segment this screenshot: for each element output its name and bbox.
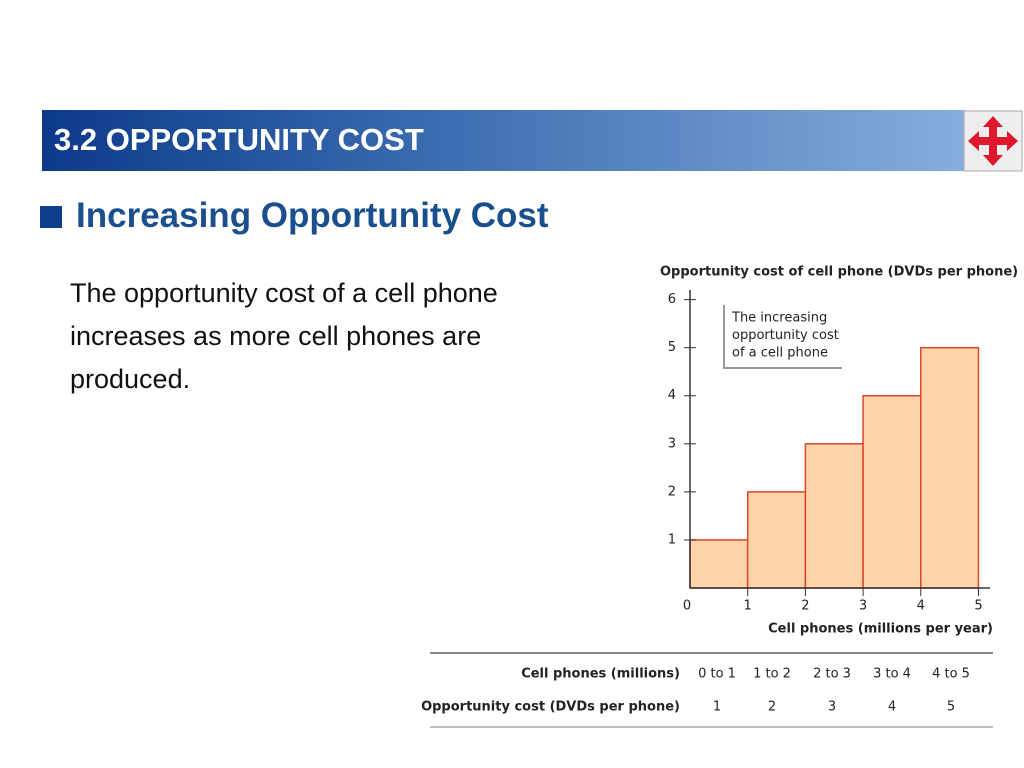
table-cell: 3 to 4 xyxy=(873,667,911,682)
body-text: The opportunity cost of a cell phone inc… xyxy=(70,278,498,394)
annotation-box xyxy=(724,305,842,368)
table-cell: 0 to 1 xyxy=(698,667,736,682)
y-tick-label: 1 xyxy=(668,532,676,547)
bar xyxy=(746,491,807,589)
annotation-text: of a cell phone xyxy=(732,346,828,361)
table-cell: 1 xyxy=(713,700,721,715)
x-tick-label: 2 xyxy=(801,599,809,614)
chart-title: Opportunity cost of cell phone (DVDs per… xyxy=(660,265,1018,280)
y-tick-label: 2 xyxy=(668,484,676,499)
bar xyxy=(804,443,864,589)
x-tick-label: 1 xyxy=(744,599,752,614)
nav-icon[interactable] xyxy=(963,110,1023,172)
y-tick-label: 4 xyxy=(668,388,676,403)
x-axis-label: Cell phones (millions per year) xyxy=(768,622,993,637)
annotation-text: opportunity cost xyxy=(732,328,839,343)
heading: Increasing Opportunity Cost xyxy=(76,196,549,235)
row-label: Opportunity cost (DVDs per phone) xyxy=(421,700,680,715)
annotation-text: The increasing xyxy=(731,311,827,326)
bullet xyxy=(40,206,62,228)
bar xyxy=(862,394,922,589)
table-cell: 1 to 2 xyxy=(753,667,791,682)
x-tick-label: 0 xyxy=(683,599,691,614)
header-bar: 3.2 OPPORTUNITY COST xyxy=(42,110,965,171)
table-cell: 5 xyxy=(947,700,955,715)
table-cell: 3 xyxy=(828,700,836,715)
y-tick-label: 5 xyxy=(668,340,676,355)
table-cell: 2 to 3 xyxy=(813,667,851,682)
x-tick-label: 5 xyxy=(974,599,982,614)
table-cell: 4 to 5 xyxy=(932,667,970,682)
x-tick-label: 4 xyxy=(917,599,925,614)
table-cell: 2 xyxy=(768,700,776,715)
table-cell: 4 xyxy=(888,700,896,715)
x-tick-label: 3 xyxy=(859,599,867,614)
bar xyxy=(689,539,749,589)
row-label: Cell phones (millions) xyxy=(521,667,680,682)
y-tick-label: 3 xyxy=(668,436,676,451)
header-title: 3.2 OPPORTUNITY COST xyxy=(54,122,424,157)
y-tick-label: 6 xyxy=(668,292,676,307)
annotation-border xyxy=(723,305,842,369)
bar xyxy=(920,346,980,589)
